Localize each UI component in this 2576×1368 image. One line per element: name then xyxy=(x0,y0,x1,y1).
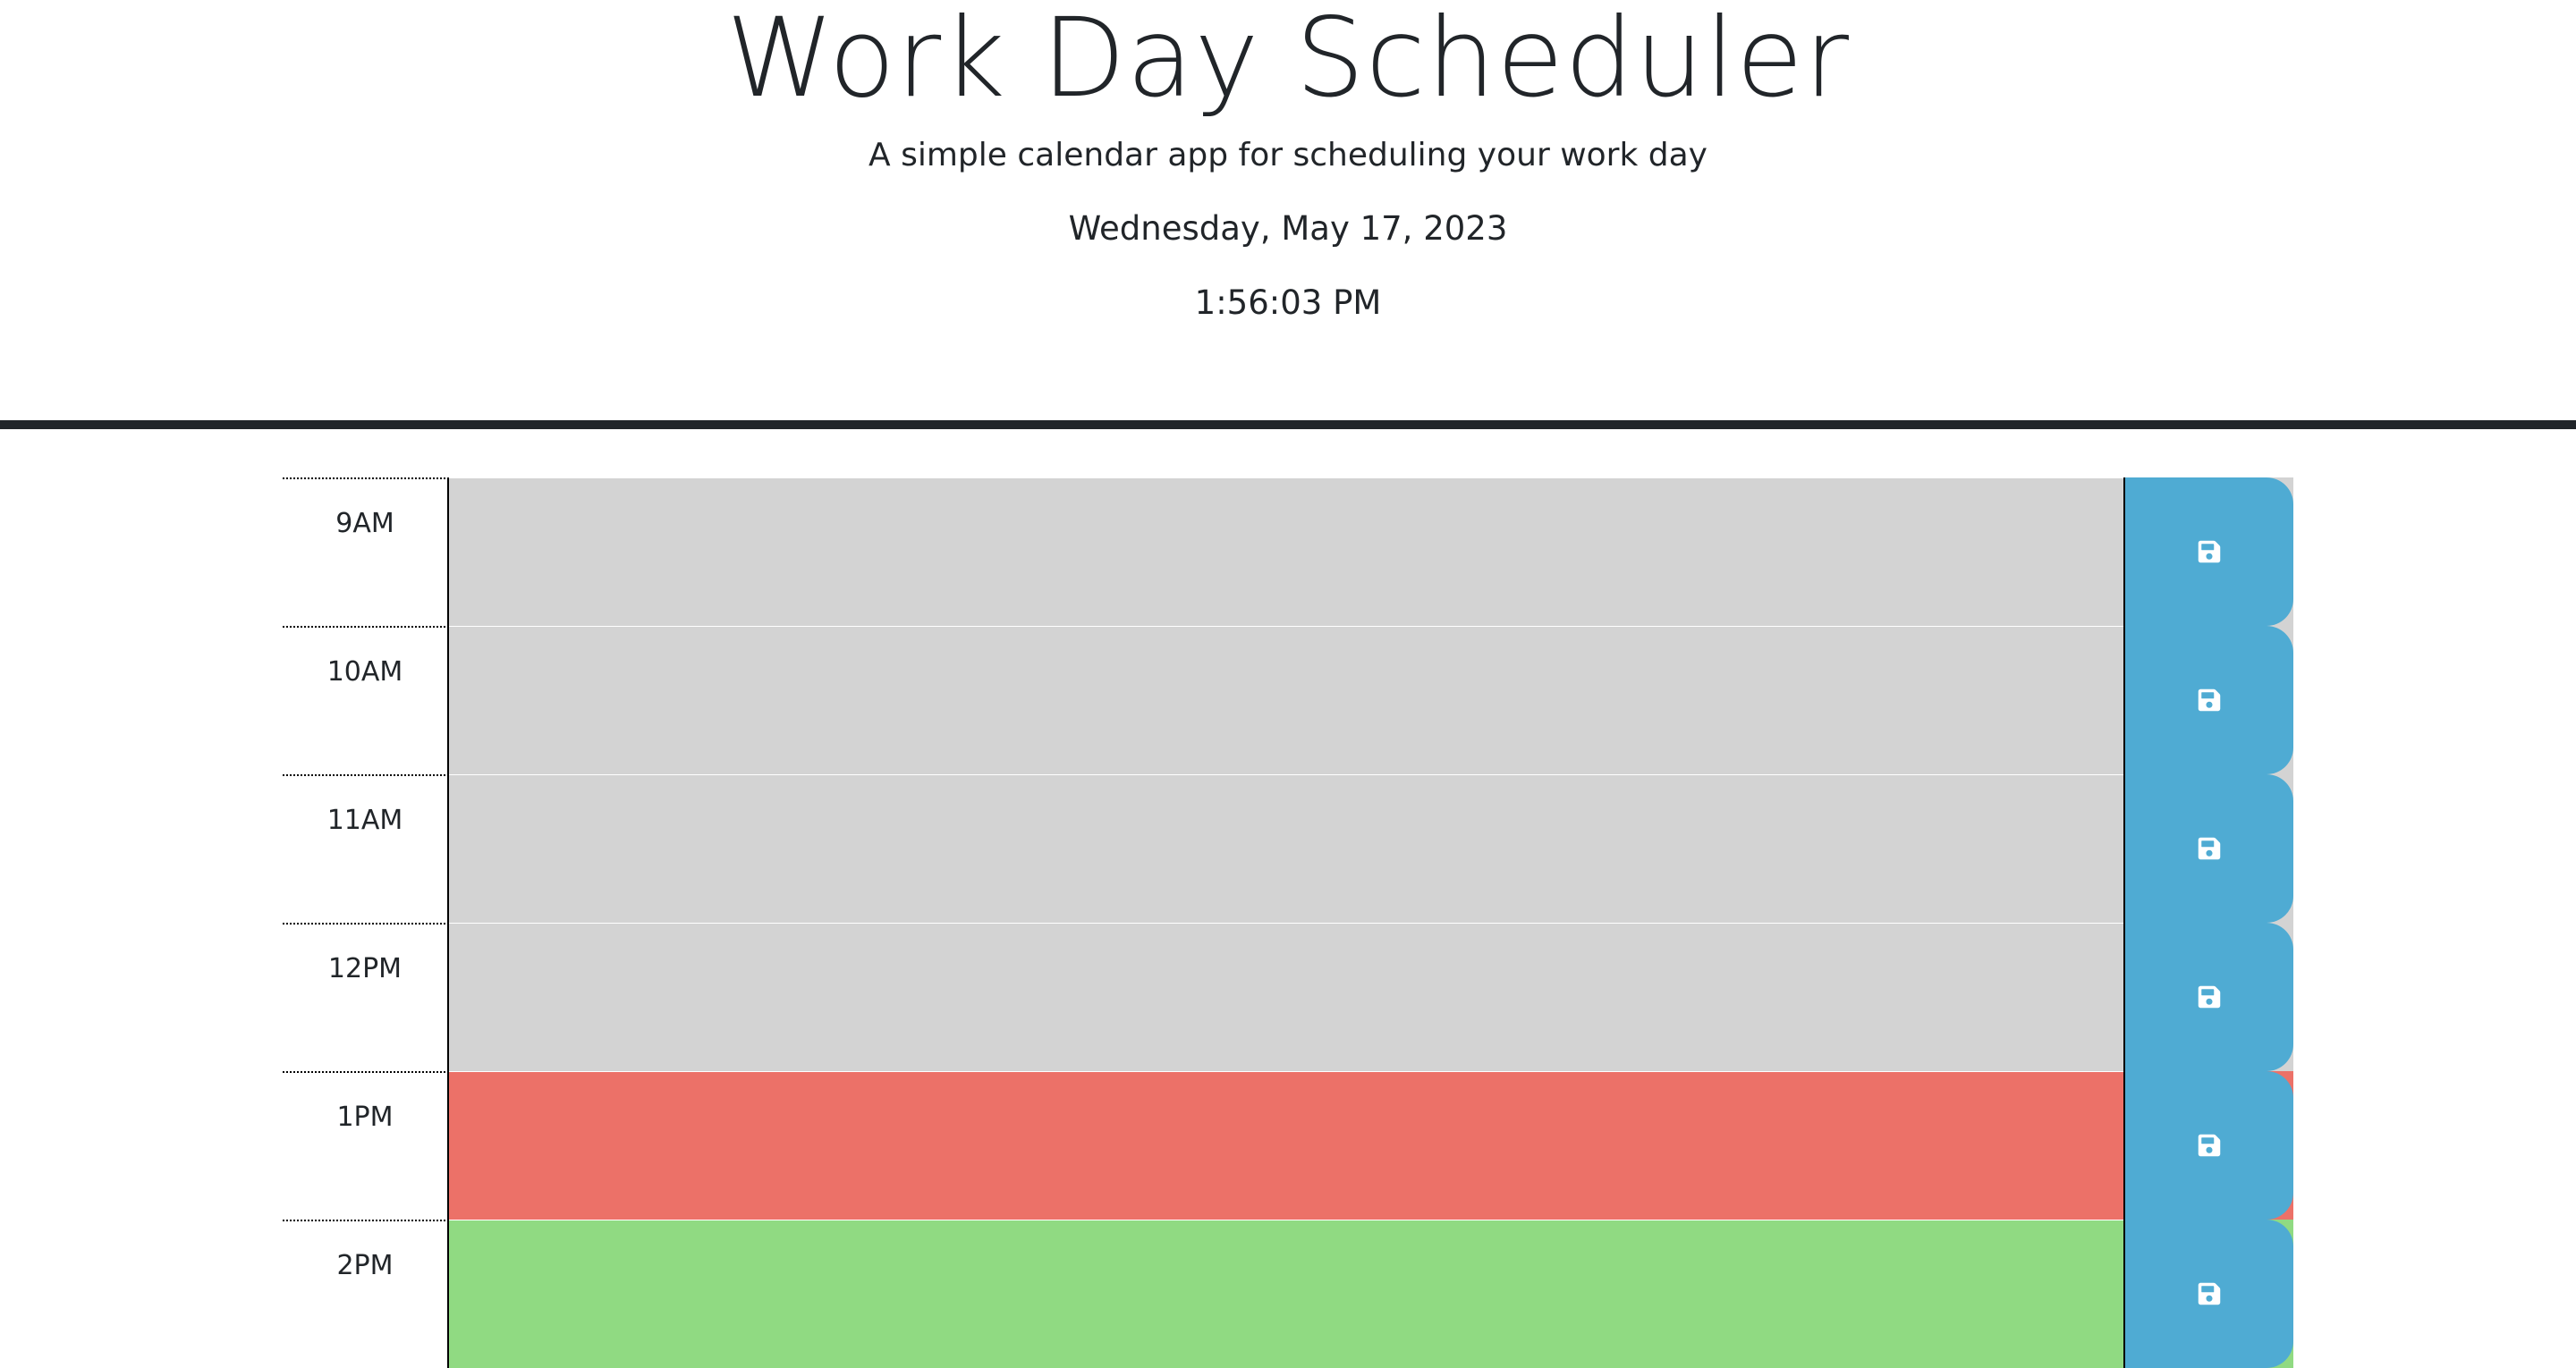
save-icon xyxy=(2198,985,2221,1009)
page-subtitle: A simple calendar app for scheduling you… xyxy=(869,137,1707,173)
page-title: Work Day Scheduler xyxy=(725,0,1851,122)
save-button[interactable] xyxy=(2123,1220,2293,1368)
save-icon xyxy=(2198,1134,2221,1157)
event-description-input[interactable] xyxy=(449,774,2123,923)
save-icon xyxy=(2198,688,2221,712)
time-block-11am: 11AM xyxy=(283,774,2293,923)
save-button[interactable] xyxy=(2123,477,2293,626)
event-description-input[interactable] xyxy=(449,1220,2123,1368)
header: Work Day Scheduler A simple calendar app… xyxy=(0,0,2576,429)
hour-label: 11AM xyxy=(283,774,449,923)
save-button[interactable] xyxy=(2123,1071,2293,1220)
hour-label: 1PM xyxy=(283,1071,449,1220)
hour-label: 2PM xyxy=(283,1220,449,1368)
save-button[interactable] xyxy=(2123,923,2293,1071)
current-date: Wednesday, May 17, 2023 xyxy=(1068,209,1508,248)
time-blocks-container: 9AM 10AM 11AM 12PM 1PM 2PM xyxy=(283,477,2293,1368)
time-block-2pm: 2PM xyxy=(283,1220,2293,1368)
hour-label: 9AM xyxy=(283,477,449,626)
event-description-input[interactable] xyxy=(449,477,2123,626)
save-button[interactable] xyxy=(2123,774,2293,923)
save-icon xyxy=(2198,540,2221,563)
time-block-12pm: 12PM xyxy=(283,923,2293,1071)
event-description-input[interactable] xyxy=(449,923,2123,1071)
time-block-10am: 10AM xyxy=(283,626,2293,774)
save-icon xyxy=(2198,1282,2221,1305)
current-time: 1:56:03 PM xyxy=(1194,283,1382,322)
save-icon xyxy=(2198,837,2221,860)
event-description-input[interactable] xyxy=(449,1071,2123,1220)
time-block-1pm: 1PM xyxy=(283,1071,2293,1220)
hour-label: 10AM xyxy=(283,626,449,774)
time-block-9am: 9AM xyxy=(283,477,2293,626)
hour-label: 12PM xyxy=(283,923,449,1071)
event-description-input[interactable] xyxy=(449,626,2123,774)
save-button[interactable] xyxy=(2123,626,2293,774)
